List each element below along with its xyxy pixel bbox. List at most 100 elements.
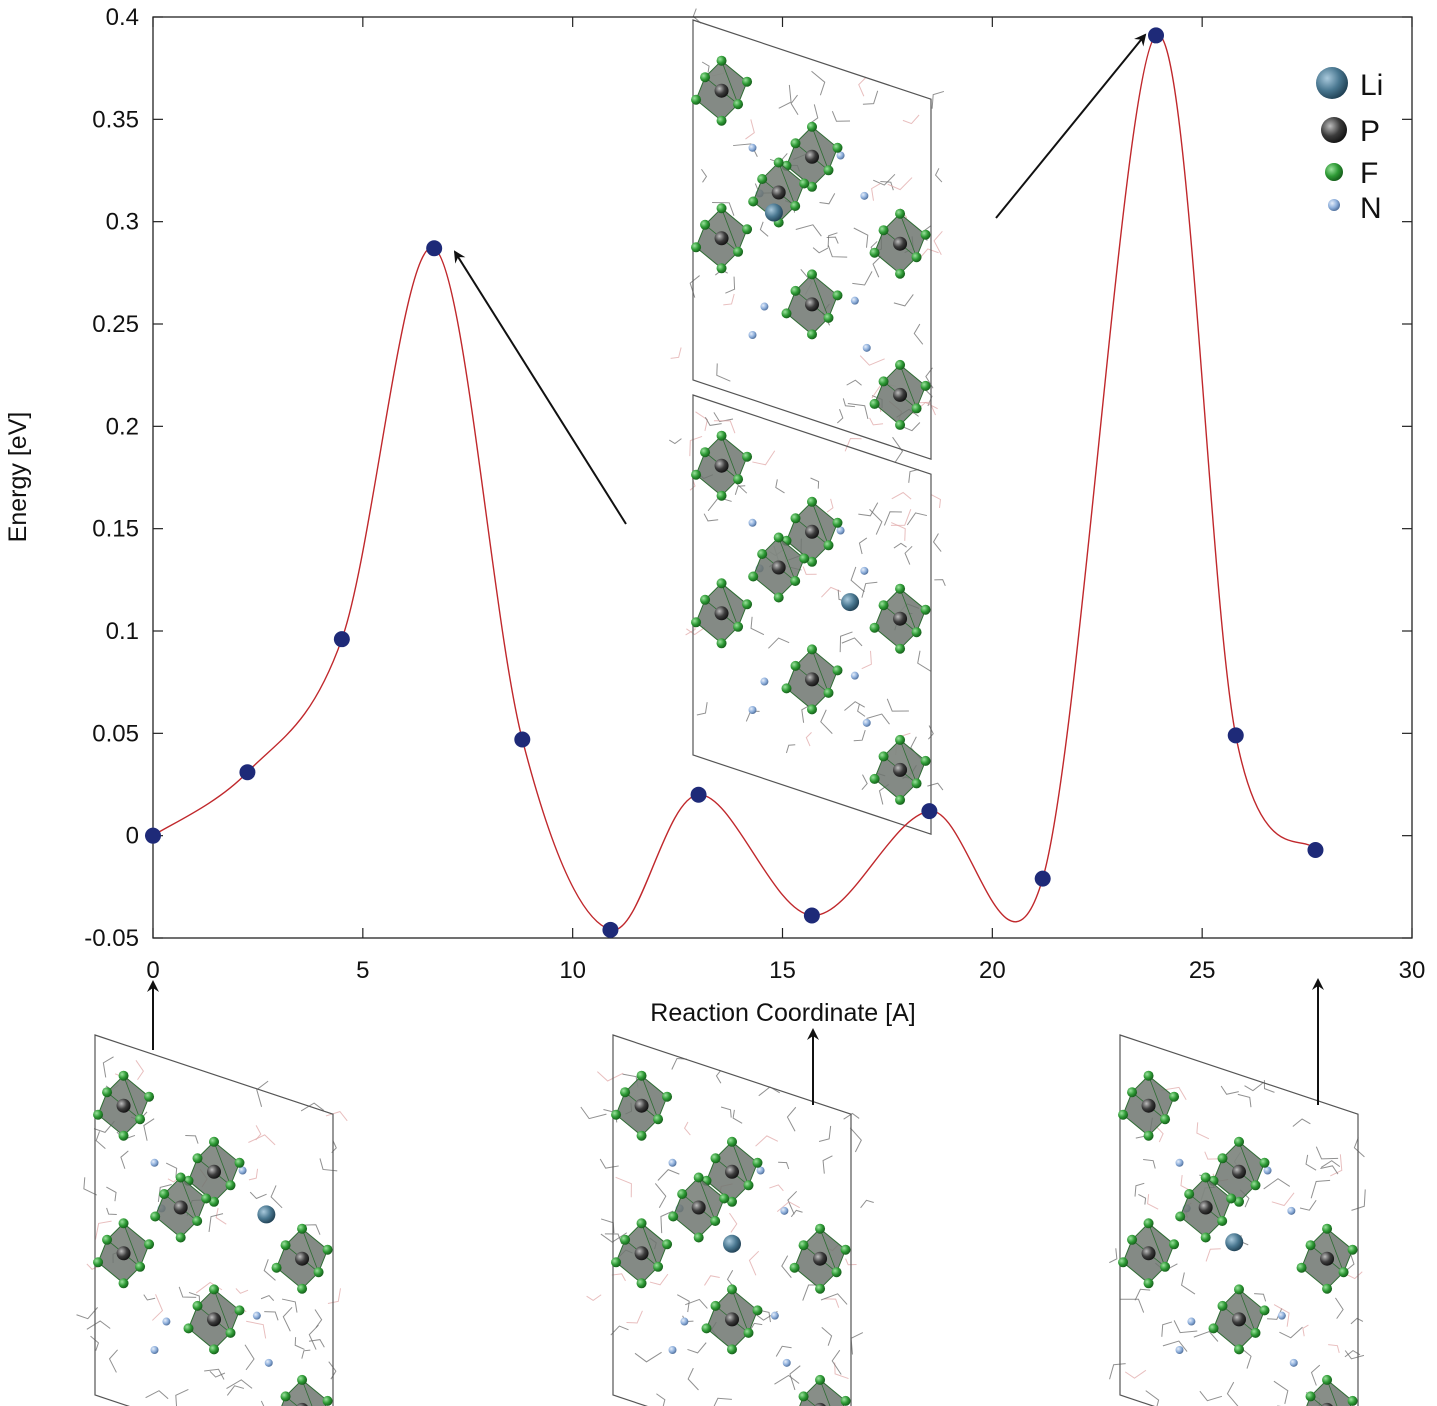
lithium-atom: [1225, 1233, 1244, 1252]
fluorine-atom: [742, 76, 753, 87]
solvent-molecule: [135, 1060, 144, 1081]
solvent-molecule: [723, 293, 735, 306]
structure-bottom-right: [1109, 1034, 1366, 1406]
solvent-molecule: [880, 181, 894, 191]
solvent-molecule: [715, 1070, 722, 1084]
fluorine-atom: [209, 1284, 219, 1295]
y-tick-label: 0.25: [92, 311, 139, 338]
x-tick-label: 25: [1189, 957, 1216, 984]
solvent-molecule: [308, 1339, 325, 1348]
solvent-molecule: [831, 110, 851, 122]
nitrogen-atom: [1175, 1158, 1184, 1167]
fluorine-atom: [1259, 1157, 1270, 1168]
pf6-octahedron: [611, 1070, 673, 1141]
solvent-molecule: [580, 1106, 607, 1120]
fluorine-atom: [1226, 1193, 1237, 1204]
solvent-molecule: [826, 236, 839, 244]
solvent-molecule: [713, 1397, 732, 1406]
fluorine-atom: [710, 1216, 721, 1227]
solvent-molecule: [820, 709, 833, 734]
fluorine-atom: [878, 600, 889, 611]
nitrogen-atom: [1277, 1311, 1286, 1320]
pf6-octahedron: [691, 430, 753, 501]
phosphorus-atom: [714, 231, 729, 246]
nitrogen-atom: [748, 706, 757, 714]
solvent-molecule: [858, 77, 867, 97]
fluorine-atom: [118, 1070, 129, 1081]
solvent-molecule: [692, 8, 702, 24]
x-tick-label: 20: [979, 957, 1006, 984]
solvent-molecule: [687, 1342, 707, 1354]
fluorine-atom: [790, 513, 801, 524]
phosphorus-atom: [634, 1246, 649, 1261]
fluorine-atom: [815, 1283, 826, 1294]
solvent-molecule: [634, 1351, 662, 1363]
fluorine-atom: [653, 1261, 664, 1272]
y-tick-label: 0.05: [92, 720, 139, 747]
structure-top-right: [670, 8, 945, 464]
fluorine-atom: [1143, 1130, 1154, 1141]
phosphorus-atom: [634, 1098, 649, 1113]
solvent-molecule: [861, 774, 868, 791]
solvent-molecule: [165, 1162, 178, 1178]
phosphorus-atom: [893, 236, 908, 251]
solvent-molecule: [1273, 1304, 1290, 1327]
fluorine-atom: [1169, 1239, 1180, 1250]
fluorine-atom: [192, 1216, 203, 1227]
nitrogen-atom: [1263, 1166, 1272, 1175]
fluorine-atom: [175, 1172, 186, 1183]
fluorine-atom: [693, 1232, 704, 1243]
solvent-molecule: [918, 248, 939, 261]
fluorine-atom: [1160, 1114, 1171, 1125]
solvent-molecule: [246, 1320, 267, 1339]
fluorine-atom: [636, 1130, 647, 1141]
fluorine-atom: [869, 247, 880, 258]
fluorine-atom: [895, 643, 906, 654]
fluorine-atom: [719, 1193, 730, 1204]
solvent-molecule: [810, 477, 820, 489]
legend-n-swatch: [1328, 199, 1340, 211]
solvent-molecule: [787, 1190, 798, 1215]
fluorine-atom: [831, 1267, 842, 1278]
solvent-molecule: [842, 398, 856, 408]
fluorine-atom: [790, 138, 801, 149]
fluorine-atom: [1118, 1257, 1129, 1268]
solvent-molecule: [102, 1056, 114, 1078]
phosphorus-atom: [725, 1312, 739, 1327]
solvent-molecule: [686, 626, 706, 636]
fluorine-atom: [911, 252, 922, 263]
solvent-molecule: [853, 227, 869, 248]
fluorine-atom: [636, 1278, 647, 1289]
solvent-molecule: [861, 581, 878, 598]
fluorine-atom: [1208, 1323, 1219, 1334]
fluorine-atom: [716, 638, 727, 649]
solvent-molecule: [1143, 1159, 1156, 1169]
solvent-molecule: [656, 1393, 666, 1406]
solvent-molecule: [890, 509, 912, 526]
solvent-molecule: [872, 255, 882, 278]
fluorine-atom: [807, 269, 817, 280]
solvent-molecule: [752, 450, 776, 466]
fluorine-atom: [878, 376, 889, 387]
fluorine-atom: [727, 1196, 737, 1207]
solvent-molecule: [1310, 1179, 1331, 1199]
fluorine-atom: [1250, 1327, 1261, 1338]
phosphorus-atom: [295, 1251, 310, 1266]
fluorine-atom: [183, 1323, 194, 1334]
x-tick-labels: 0 5 10 15 20 25 30: [146, 957, 1425, 984]
fluorine-atom: [1184, 1189, 1195, 1200]
solvent-molecule: [610, 1325, 629, 1336]
solvent-molecule: [695, 411, 708, 432]
fluorine-atom: [1322, 1374, 1333, 1385]
fluorine-atom: [1234, 1344, 1244, 1355]
unit-cell: [94, 1034, 334, 1406]
fluorine-atom: [700, 219, 711, 230]
solvent-molecule: [908, 468, 919, 483]
fluorine-atom: [895, 359, 906, 370]
solvent-molecule: [1109, 1363, 1126, 1380]
unit-cell: [692, 19, 932, 461]
phosphorus-atom: [805, 524, 819, 539]
fluorine-atom: [636, 1070, 647, 1081]
solvent-molecule: [249, 1191, 267, 1200]
